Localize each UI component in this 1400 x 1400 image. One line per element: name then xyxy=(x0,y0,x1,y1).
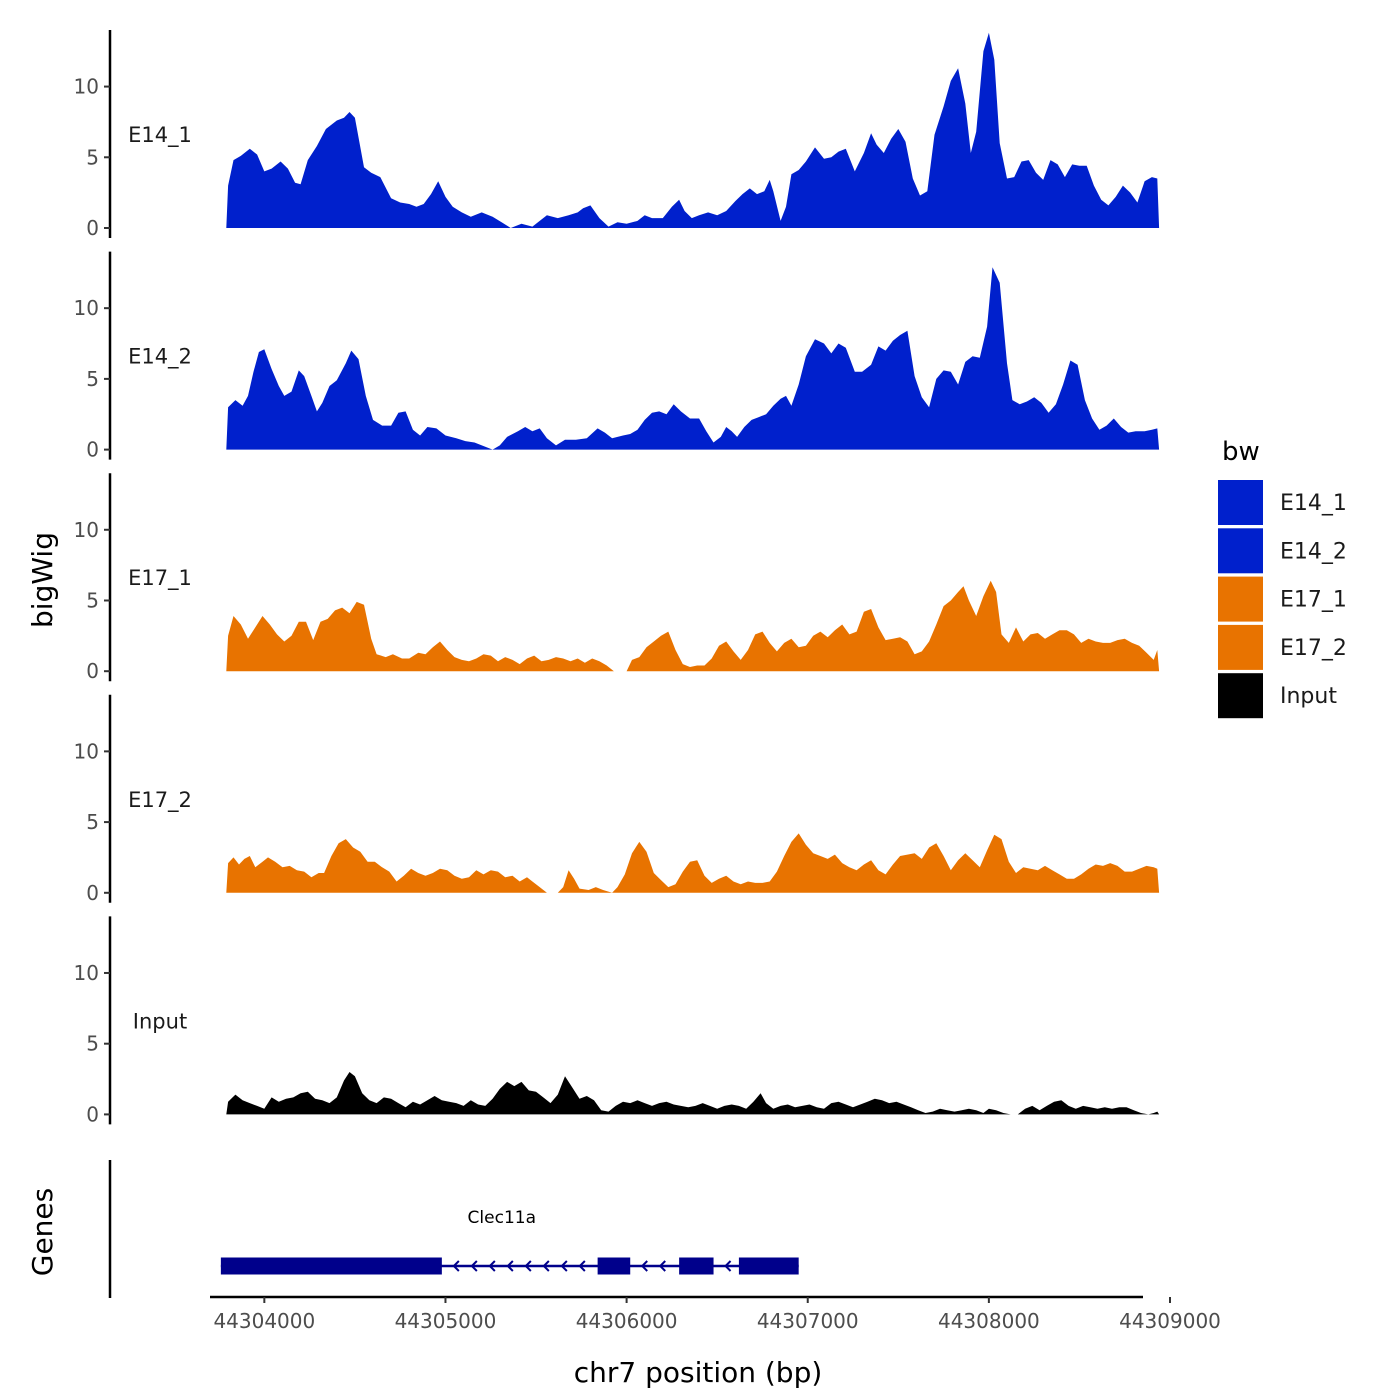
gene-clec11a: Clec11a xyxy=(220,1208,799,1275)
strand-arrow xyxy=(488,1260,496,1272)
legend-label: E17_1 xyxy=(1280,588,1347,613)
strand-arrow xyxy=(560,1260,568,1272)
y-tick-label: 5 xyxy=(86,588,99,612)
y-tick-label: 10 xyxy=(74,739,99,763)
exon xyxy=(679,1257,714,1275)
track-label: E14_2 xyxy=(128,345,192,370)
legend-label: Input xyxy=(1280,684,1337,709)
track-label: E17_1 xyxy=(128,566,192,591)
x-tick-label: 44306000 xyxy=(576,1309,678,1333)
x-tick-label: 44308000 xyxy=(938,1309,1040,1333)
exon xyxy=(738,1257,799,1275)
y-tick-label: 0 xyxy=(86,881,99,905)
strand-arrow xyxy=(470,1260,478,1272)
x-tick-label: 44304000 xyxy=(213,1309,315,1333)
exon xyxy=(597,1257,631,1275)
x-tick-label: 44307000 xyxy=(757,1309,859,1333)
legend-swatch xyxy=(1218,673,1263,719)
genes-axis-title: Genes xyxy=(26,1188,59,1276)
strand-arrow xyxy=(452,1260,460,1272)
legend-label: E14_2 xyxy=(1280,539,1347,564)
y-tick-label: 5 xyxy=(86,1032,99,1056)
legend-item-e17-2: E17_2 xyxy=(1218,624,1347,670)
y-tick-label: 10 xyxy=(74,75,99,99)
strand-arrow xyxy=(524,1260,532,1272)
area-e17-2 xyxy=(226,833,1160,893)
y-tick-label: 10 xyxy=(74,518,99,542)
bigwig-tracks: 0 5 10 E14_1 0 5 10 E14_2 0 5 10 E17_1 0 5 10 E17_2 0 5 10… xyxy=(74,30,1160,1126)
track-label: E14_1 xyxy=(128,123,192,148)
strand-arrow xyxy=(506,1260,514,1272)
gene-track: Clec11a xyxy=(108,1160,799,1298)
legend-title: bw xyxy=(1222,437,1260,467)
legend-item-e14-1: E14_1 xyxy=(1218,480,1347,525)
y-tick-label: 5 xyxy=(86,810,99,834)
y-tick-label: 0 xyxy=(86,216,99,240)
legend: E14_1 E14_2 E17_1 E17_2 Input xyxy=(1218,480,1347,719)
legend-swatch xyxy=(1218,624,1263,670)
legend-swatch xyxy=(1218,576,1263,622)
area-e14-2 xyxy=(226,267,1160,450)
strand-arrow xyxy=(542,1260,550,1272)
track-input: 0 5 10 Input xyxy=(74,916,1160,1126)
y-tick-label: 0 xyxy=(86,659,99,683)
legend-label: E14_1 xyxy=(1280,491,1347,516)
legend-label: E17_2 xyxy=(1280,636,1347,661)
y-tick-label: 0 xyxy=(86,1102,99,1126)
track-label: Input xyxy=(133,1009,187,1033)
strand-arrow xyxy=(724,1260,732,1272)
track-e17-2: 0 5 10 E17_2 xyxy=(74,694,1160,905)
track-e14-1: 0 5 10 E14_1 xyxy=(74,30,1160,240)
x-tick-label: 44305000 xyxy=(395,1309,497,1333)
area-input xyxy=(226,1072,1160,1115)
area-e14-1 xyxy=(226,32,1160,228)
y-axis-title: bigWig xyxy=(26,532,59,628)
x-tick-label: 44309000 xyxy=(1119,1309,1221,1333)
track-e17-1: 0 5 10 E17_1 xyxy=(74,473,1160,683)
legend-swatch xyxy=(1218,480,1263,525)
legend-swatch xyxy=(1218,528,1263,574)
strand-arrow xyxy=(658,1260,666,1272)
legend-item-e14-2: E14_2 xyxy=(1218,528,1347,574)
y-tick-label: 5 xyxy=(86,145,99,169)
legend-item-input: Input xyxy=(1218,673,1337,719)
y-tick-label: 0 xyxy=(86,438,99,462)
x-axis-title: chr7 position (bp) xyxy=(574,1356,823,1389)
gene-label: Clec11a xyxy=(468,1208,536,1228)
track-label: E17_2 xyxy=(128,788,192,813)
track-e14-2: 0 5 10 E14_2 xyxy=(74,251,1160,462)
strand-arrow xyxy=(640,1260,648,1272)
y-tick-label: 5 xyxy=(86,367,99,391)
strand-arrow xyxy=(578,1260,586,1272)
area-e17-1 xyxy=(226,580,1160,672)
exon xyxy=(220,1257,442,1275)
y-tick-label: 10 xyxy=(74,961,99,985)
y-tick-label: 10 xyxy=(74,296,99,320)
x-axis: 44304000 44305000 44306000 44307000 44308000… xyxy=(210,1295,1221,1333)
legend-item-e17-1: E17_1 xyxy=(1218,576,1347,622)
